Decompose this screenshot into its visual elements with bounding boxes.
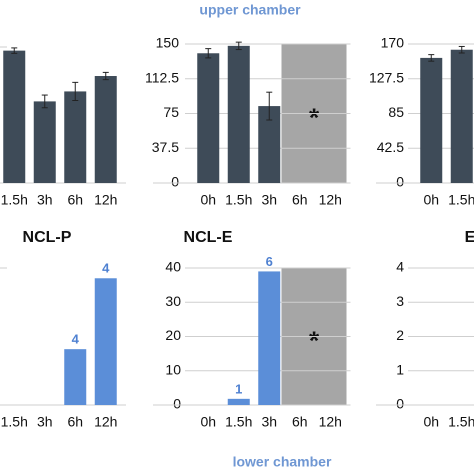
x-tick-label: 6h [67,192,83,208]
y-tick-label: 4 [396,259,404,275]
x-tick-label: 6h [67,414,83,430]
x-tick-label: 3h [37,414,53,430]
bar [64,91,87,183]
bar [33,101,56,183]
y-tick-label: 20 [165,327,181,343]
y-tick-label: 150 [156,35,180,51]
x-tick-label: 1.5h [448,192,474,208]
x-tick-label: 12h [319,414,342,430]
x-tick-label: 0h [423,414,439,430]
y-tick-label: 75 [163,104,179,120]
upper-chamber-label: upper chamber [199,2,301,18]
x-tick-label: 0h [200,414,216,430]
lower-chamber-label: lower chamber [233,454,332,470]
bar [3,50,26,184]
annotation-star: * [309,325,320,355]
x-tick-label: 3h [261,414,277,430]
y-tick-label: 37.5 [152,139,179,155]
bar [227,45,250,183]
y-tick-label: 127.5 [369,69,404,85]
bar [64,349,87,405]
x-tick-label: 1.5h [1,192,28,208]
x-tick-label: 1.5h [1,414,28,430]
x-tick-label: 0h [423,192,439,208]
x-tick-label: 12h [94,192,117,208]
bar [450,49,473,184]
bar [258,271,281,405]
y-tick-label: 0 [396,396,404,412]
count-label: 4 [102,261,110,276]
chart-title: E [465,229,474,246]
bar [258,106,281,183]
x-tick-label: 6h [292,414,308,430]
x-tick-label: 0h [200,192,216,208]
chart-title: NCL-P [23,229,72,246]
bar [197,53,220,184]
y-tick-label: 0 [173,396,181,412]
y-tick-label: 0 [396,174,404,190]
y-tick-label: 3 [396,293,404,309]
count-label: 1 [235,381,242,396]
y-tick-label: 2 [396,327,404,343]
y-tick-label: 112.5 [145,69,179,85]
y-tick-label: 30 [165,293,181,309]
bar [227,398,250,405]
x-tick-label: 6h [292,192,308,208]
y-tick-label: 0 [171,174,179,190]
x-tick-label: 3h [261,192,277,208]
count-label: 4 [72,332,80,347]
x-tick-label: 1.5h [225,414,252,430]
y-tick-label: 170 [381,35,405,51]
y-tick-label: 42.5 [377,139,404,155]
bar [420,57,443,183]
y-tick-label: 1 [396,361,404,377]
x-tick-label: 3h [37,192,53,208]
y-tick-label: 10 [165,361,181,377]
y-tick-label: 40 [165,259,181,275]
count-label: 6 [266,254,273,269]
x-tick-label: 1.5h [225,192,252,208]
bar [94,278,117,405]
y-tick-label: 85 [388,104,404,120]
bar [94,76,117,183]
annotation-star: * [309,102,320,132]
chart-title: NCL-E [184,229,233,246]
x-tick-label: 12h [319,192,342,208]
x-tick-label: 12h [94,414,117,430]
x-tick-label: 1.5h [448,414,474,430]
